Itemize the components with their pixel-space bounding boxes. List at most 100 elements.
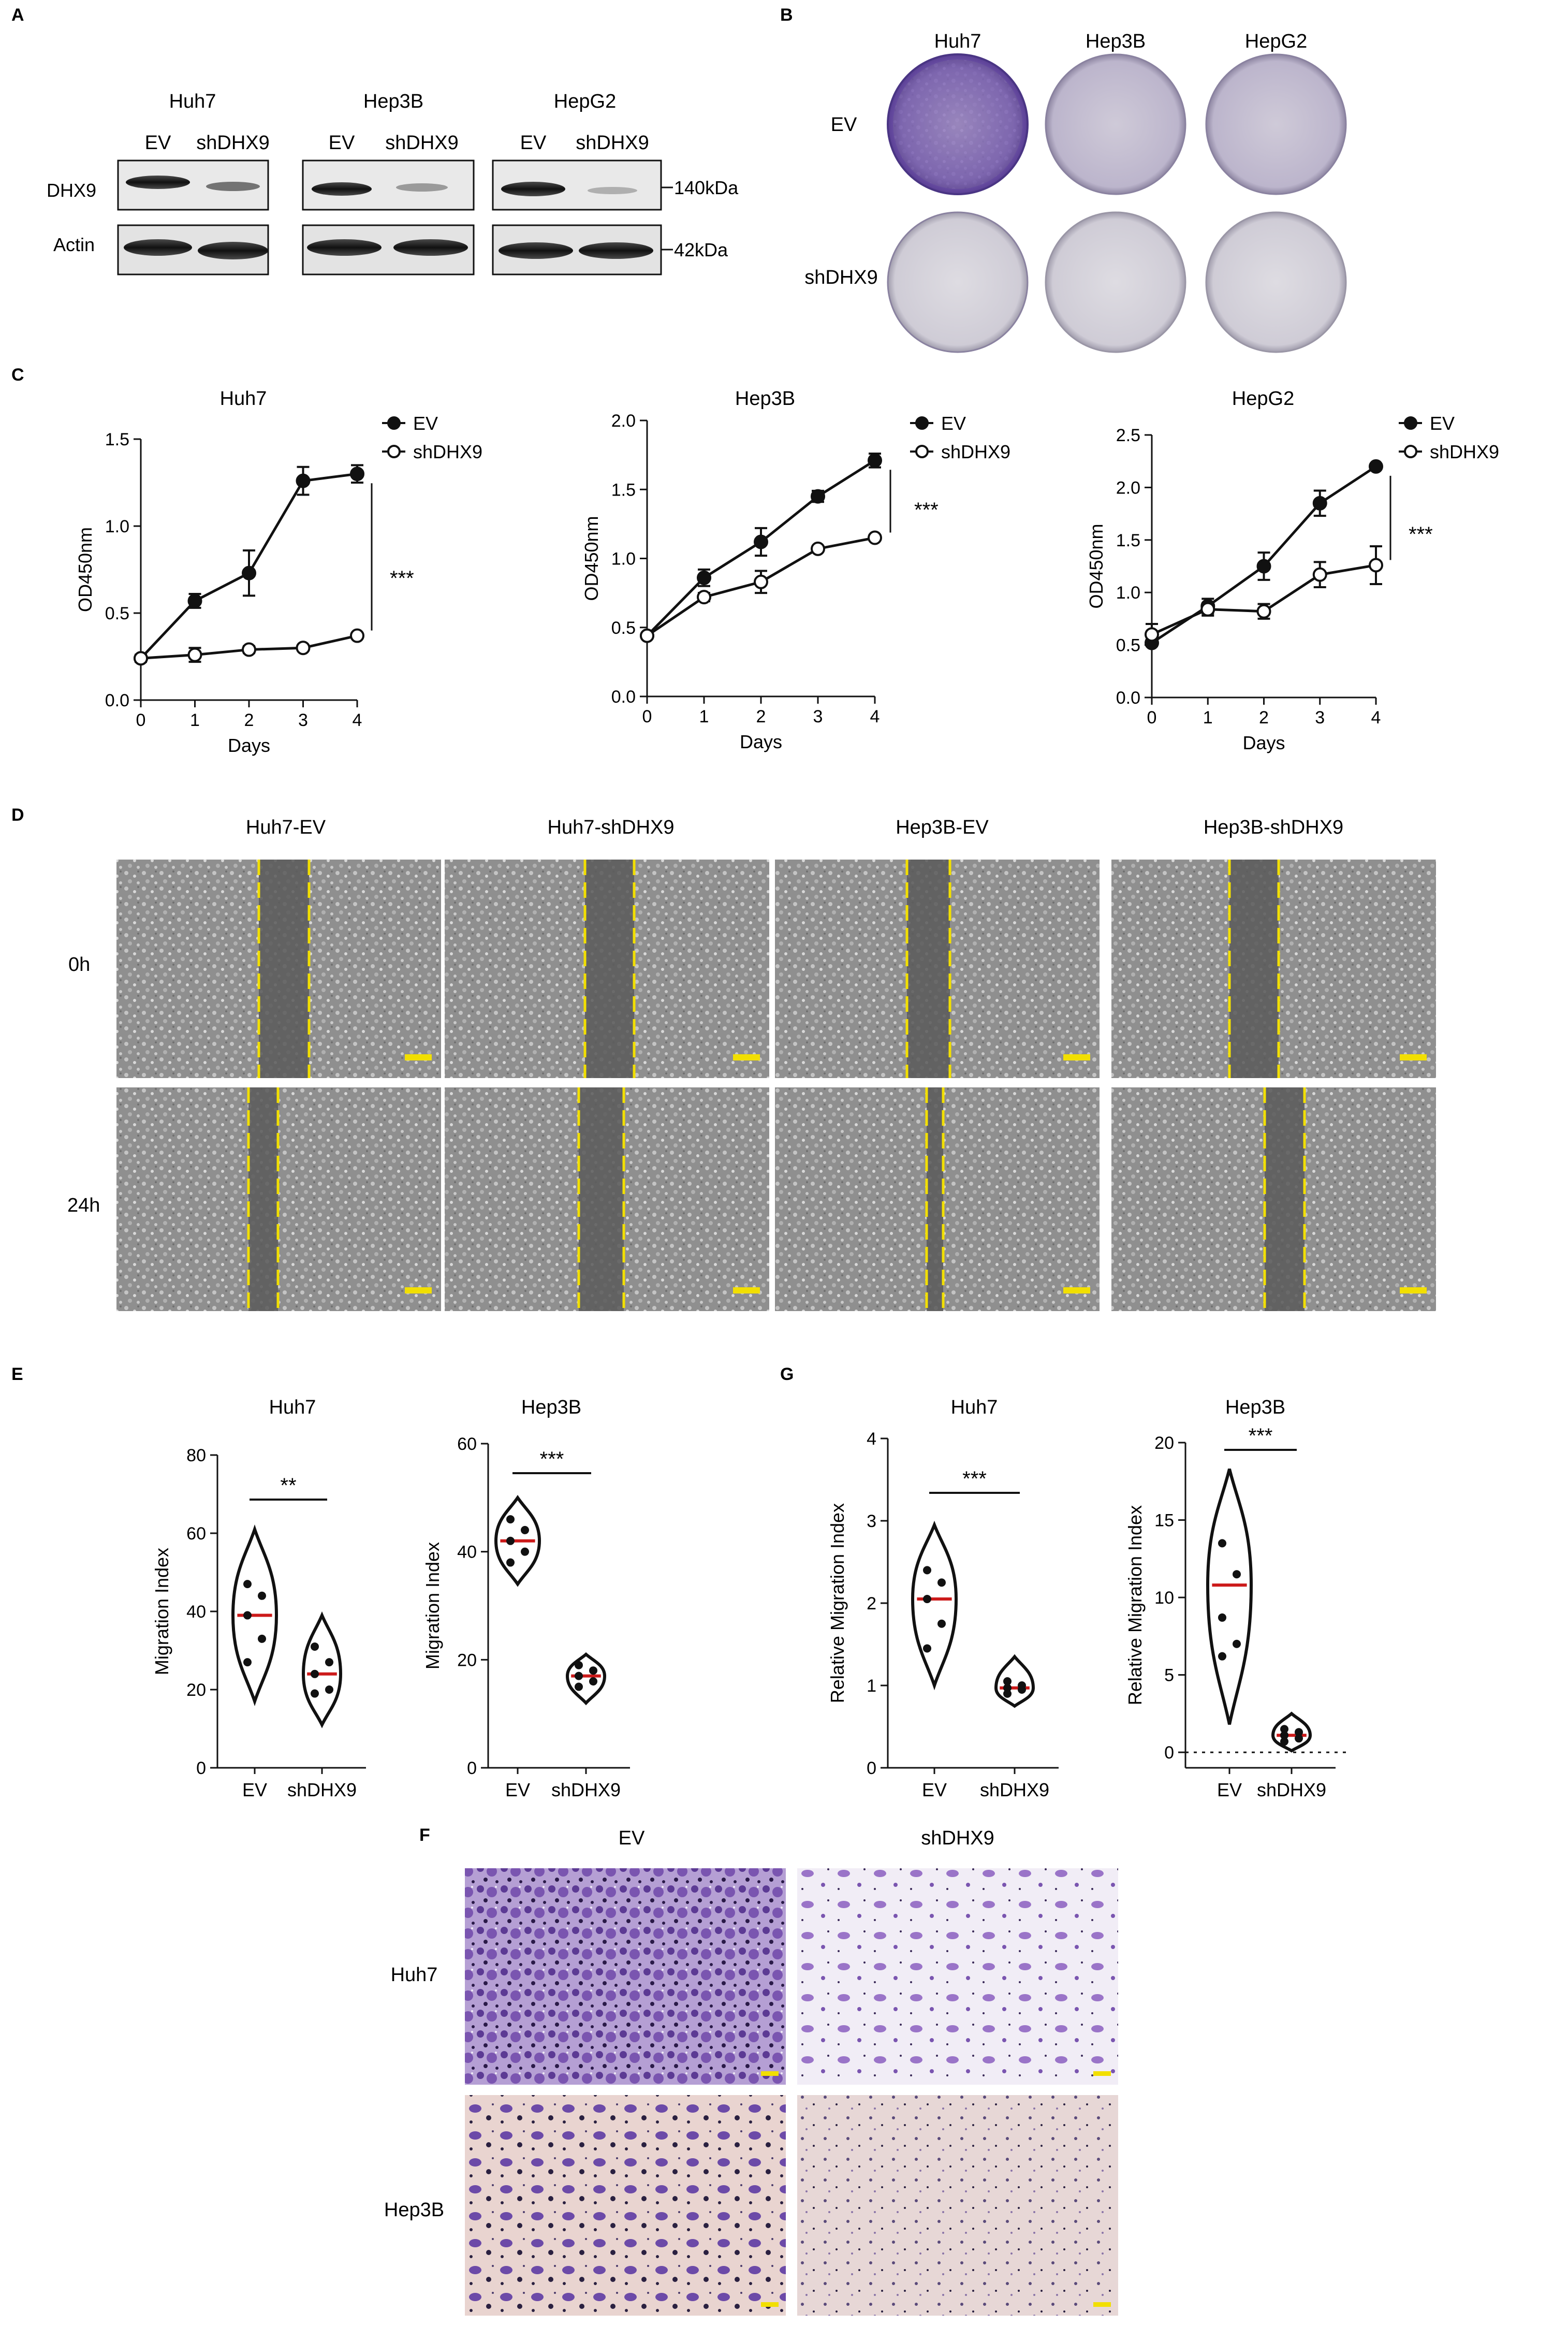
colony-row-label: shDHX9 (804, 267, 878, 288)
wb-lane-label: EV (145, 132, 171, 154)
blot-band (579, 242, 653, 259)
y-tick-label: 0.0 (105, 691, 129, 710)
y-tick-label: 40 (186, 1602, 206, 1622)
x-tick-label: EV (1217, 1779, 1242, 1800)
data-point (134, 651, 148, 666)
scale-bar (761, 2302, 779, 2307)
scale-bar (1063, 1054, 1090, 1060)
data-point (521, 1547, 529, 1556)
y-tick-label: 0 (1164, 1743, 1174, 1763)
blot-band (312, 182, 372, 196)
colony-dish (893, 60, 1022, 189)
growth-chart-hepg2: HepG2 0.0 0.5 1.0 1.5 2.0 2.5 0 1 2 3 4 Days OD450nm E… (1086, 388, 1499, 753)
chart-title: Hep3B (735, 388, 795, 410)
wb-cell-label: Huh7 (169, 91, 216, 112)
data-point (243, 1611, 252, 1620)
data-point (868, 453, 882, 468)
transwell-image (465, 2095, 786, 2316)
wound-gap (585, 860, 634, 1078)
transwell-row-label: Hep3B (384, 2199, 444, 2221)
data-point (937, 1578, 946, 1587)
wb-protein-label: DHX9 (47, 180, 96, 201)
data-point (506, 1515, 515, 1524)
y-tick-label: 0 (867, 1758, 876, 1778)
blot-band (198, 242, 268, 259)
data-point (325, 1658, 333, 1667)
transwell-image (465, 1868, 786, 2085)
violin (994, 1654, 1035, 1708)
colony-column-label: HepG2 (1245, 31, 1307, 52)
y-axis-label: OD450nm (581, 516, 602, 601)
wound-gap (259, 860, 309, 1078)
data-point (697, 570, 711, 585)
scale-bar (733, 1287, 760, 1293)
data-point (243, 1658, 252, 1667)
panel-letter-c: C (11, 365, 24, 385)
y-tick-label: 20 (1154, 1433, 1174, 1453)
y-tick-label: 15 (1154, 1511, 1174, 1531)
colony-dish (1045, 211, 1186, 353)
colony-column-label: Huh7 (934, 31, 981, 52)
legend-marker (915, 416, 929, 430)
wound-gap (927, 1087, 943, 1311)
scale-bar (761, 2071, 779, 2076)
data-point (506, 1558, 515, 1567)
y-axis-label: Migration Index (422, 1542, 443, 1669)
significance-label: ** (280, 1474, 296, 1497)
growth-chart-huh7: Huh7 0.0 0.5 1.0 1.5 0 1 2 3 4 Days OD450nm EV shDHX9… (75, 388, 482, 756)
data-point (1312, 567, 1327, 582)
x-tick-label: EV (505, 1779, 530, 1800)
data-point (1369, 558, 1383, 573)
y-tick-label: 80 (186, 1446, 206, 1465)
legend-label: shDHX9 (413, 441, 482, 462)
scale-bar (1093, 2071, 1111, 2076)
data-point (1218, 1613, 1226, 1622)
x-tick-label: 1 (699, 707, 709, 726)
x-tick-label: 3 (298, 710, 308, 730)
data-point (187, 647, 202, 662)
blot-band (499, 242, 573, 259)
blot-band (588, 187, 637, 194)
violin (565, 1652, 607, 1706)
wb-lane-label: shDHX9 (576, 132, 649, 154)
panel-b-colony-formation: Huh7 Hep3B HepG2 EV shDHX9 (804, 31, 1347, 353)
data-point (575, 1661, 583, 1669)
data-point (1218, 1652, 1226, 1661)
data-point (1256, 559, 1271, 574)
y-tick-label: 2.0 (611, 411, 636, 431)
y-tick-label: 40 (457, 1543, 477, 1562)
violin-chart-g-huh7: Huh7 0 1 2 3 4 Relative Migration Index EV shDHX… (827, 1397, 1059, 1800)
data-point (506, 1536, 515, 1545)
y-tick-label: 1.5 (105, 430, 129, 449)
scale-bar (405, 1287, 432, 1293)
data-point (1280, 1731, 1288, 1740)
legend-label: EV (413, 413, 438, 434)
wb-size-label: 140kDa (674, 177, 739, 198)
legend-marker (915, 445, 929, 458)
y-tick-label: 0.0 (1116, 688, 1140, 708)
wb-size-label: 42kDa (674, 239, 728, 260)
colony-dish (887, 211, 1029, 353)
blot-band (206, 182, 260, 191)
data-point (1233, 1639, 1241, 1648)
wound-row-label: 0h (68, 954, 90, 976)
chart-title: Hep3B (1225, 1397, 1285, 1418)
x-tick-label: 1 (1203, 708, 1213, 728)
colony-dish (1045, 53, 1186, 195)
legend-label: shDHX9 (1430, 441, 1499, 462)
x-tick-label: EV (922, 1779, 947, 1800)
y-tick-label: 1.5 (1116, 531, 1140, 550)
data-point (1295, 1734, 1303, 1743)
chart-title: Huh7 (951, 1397, 998, 1418)
y-tick-label: 0.5 (105, 604, 129, 623)
wb-cell-label: Hep3B (363, 91, 423, 112)
wb-cell-label: HepG2 (554, 91, 616, 112)
significance-label: *** (1249, 1424, 1273, 1447)
legend-marker (387, 445, 401, 458)
x-tick-label: 4 (353, 710, 362, 730)
data-point (311, 1669, 319, 1678)
wound-gap (1229, 860, 1279, 1078)
x-tick-label: 2 (756, 707, 766, 726)
legend-label: EV (1430, 413, 1455, 434)
